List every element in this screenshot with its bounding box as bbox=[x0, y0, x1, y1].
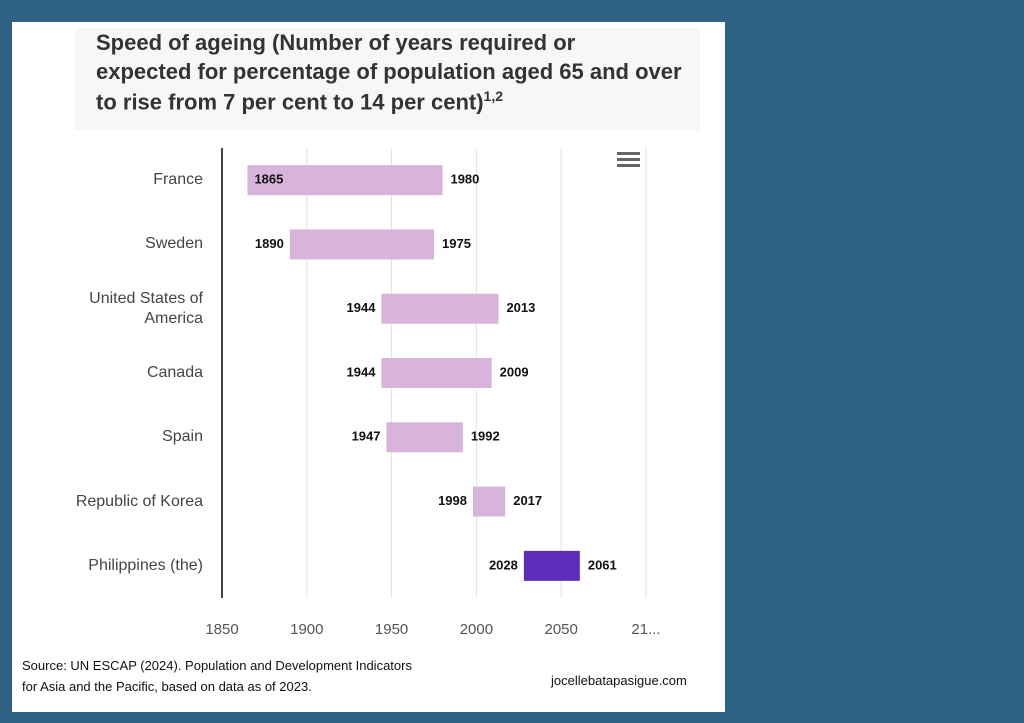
x-tick-label: 2000 bbox=[460, 621, 493, 638]
end-label: 1980 bbox=[450, 172, 479, 187]
category-label: Spain bbox=[162, 428, 203, 446]
start-label: 2028 bbox=[489, 557, 518, 572]
chart-title-line: expected for percentage of population ag… bbox=[96, 59, 682, 84]
category-label: Republic of Korea bbox=[75, 492, 203, 510]
start-label: 1865 bbox=[254, 172, 283, 187]
range-bar bbox=[247, 165, 443, 196]
start-label: 1998 bbox=[438, 493, 467, 508]
source-line: for Asia and the Pacific, based on data … bbox=[22, 679, 312, 694]
category-label: France bbox=[153, 171, 203, 189]
x-tick-label: 1950 bbox=[375, 621, 408, 638]
menu-icon[interactable] bbox=[617, 152, 640, 167]
menu-line bbox=[617, 164, 640, 167]
range-bar bbox=[381, 358, 492, 388]
range-bar bbox=[523, 550, 580, 581]
x-tick-label: 1900 bbox=[290, 621, 323, 638]
menu-line bbox=[617, 152, 640, 155]
chart-title-line: to rise from 7 per cent to 14 per cent)1… bbox=[96, 88, 504, 115]
title-box bbox=[75, 28, 700, 130]
title-superscript: 1,2 bbox=[483, 88, 504, 104]
end-label: 1975 bbox=[442, 236, 471, 251]
range-bar bbox=[473, 486, 506, 517]
menu-line bbox=[617, 158, 640, 161]
source-line: Source: UN ESCAP (2024). Population and … bbox=[22, 658, 412, 673]
range-bar bbox=[386, 422, 463, 453]
range-bar bbox=[289, 229, 434, 260]
category-label: United States of America bbox=[89, 289, 203, 327]
credit: jocellebatapasigue.com bbox=[551, 673, 687, 688]
category-label: Philippines (the) bbox=[88, 556, 203, 574]
x-tick-label: 2050 bbox=[545, 621, 578, 638]
end-label: 2017 bbox=[513, 493, 542, 508]
x-tick-label: 1850 bbox=[205, 621, 238, 638]
end-label: 2061 bbox=[588, 557, 617, 572]
end-label: 2013 bbox=[506, 300, 535, 315]
x-tick-label: 21... bbox=[631, 621, 660, 638]
start-label: 1944 bbox=[347, 364, 377, 379]
start-label: 1944 bbox=[347, 300, 377, 315]
category-label: Sweden bbox=[145, 235, 203, 253]
end-label: 2009 bbox=[500, 364, 529, 379]
panel bbox=[12, 22, 725, 712]
chart-title-line: Speed of ageing (Number of years require… bbox=[96, 30, 576, 55]
end-label: 1992 bbox=[471, 429, 500, 444]
start-label: 1947 bbox=[352, 429, 381, 444]
start-label: 1890 bbox=[255, 236, 284, 251]
range-bar bbox=[381, 293, 499, 324]
category-label: Canada bbox=[146, 364, 203, 381]
